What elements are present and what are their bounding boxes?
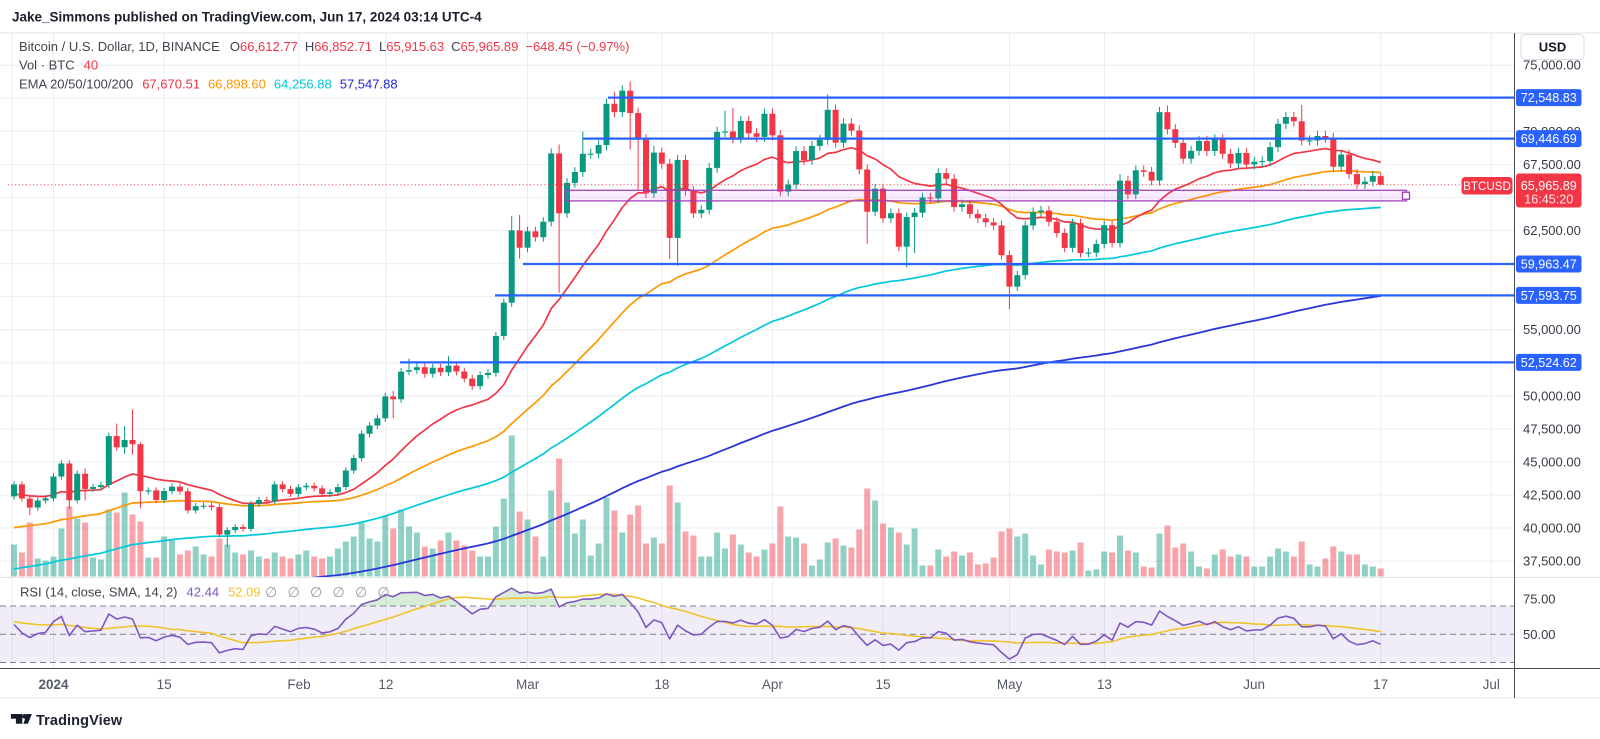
svg-text:37,500.00: 37,500.00: [1523, 554, 1581, 569]
svg-text:52,524.62: 52,524.62: [1521, 356, 1577, 370]
svg-text:Jun: Jun: [1243, 677, 1265, 692]
svg-text:Bitcoin / U.S. Dollar, 1D, BIN: Bitcoin / U.S. Dollar, 1D, BINANCE O66,61…: [19, 39, 629, 54]
svg-text:Mar: Mar: [516, 677, 540, 692]
svg-text:16:45:20: 16:45:20: [1524, 193, 1573, 207]
svg-text:∅: ∅: [378, 584, 390, 600]
svg-text:Feb: Feb: [287, 677, 310, 692]
svg-text:67,500.00: 67,500.00: [1523, 157, 1581, 172]
svg-text:USD: USD: [1539, 40, 1566, 55]
svg-text:69,446.69: 69,446.69: [1521, 132, 1577, 146]
svg-text:12: 12: [378, 677, 393, 692]
svg-text:42,500.00: 42,500.00: [1523, 488, 1581, 503]
svg-text:15: 15: [875, 677, 890, 692]
svg-text:RSI (14, close, SMA, 14, 2)42.: RSI (14, close, SMA, 14, 2) 42.44 52.09: [20, 585, 261, 600]
svg-text:Jul: Jul: [1483, 677, 1500, 692]
svg-text:15: 15: [157, 677, 172, 692]
svg-text:47,500.00: 47,500.00: [1523, 421, 1581, 436]
svg-text:55,000.00: 55,000.00: [1523, 322, 1581, 337]
svg-text:∅: ∅: [355, 584, 367, 600]
svg-text:62,500.00: 62,500.00: [1523, 223, 1581, 238]
svg-text:13: 13: [1097, 677, 1112, 692]
svg-text:59,963.47: 59,963.47: [1521, 257, 1577, 271]
svg-text:75,000.00: 75,000.00: [1523, 58, 1581, 73]
svg-text:57,593.75: 57,593.75: [1521, 289, 1577, 303]
svg-text:50.00: 50.00: [1523, 627, 1556, 642]
svg-text:45,000.00: 45,000.00: [1523, 454, 1581, 469]
svg-text:∅: ∅: [333, 584, 345, 600]
svg-text:2024: 2024: [38, 677, 69, 692]
svg-text:∅: ∅: [288, 584, 300, 600]
svg-text:Jake_Simmons published on Trad: Jake_Simmons published on TradingView.co…: [12, 10, 482, 25]
svg-text:18: 18: [654, 677, 669, 692]
svg-text:40,000.00: 40,000.00: [1523, 521, 1581, 536]
svg-text:May: May: [997, 677, 1023, 692]
svg-text:BTCUSD: BTCUSD: [1463, 180, 1511, 193]
svg-text:∅: ∅: [265, 584, 277, 600]
svg-text:∅: ∅: [310, 584, 322, 600]
svg-text:50,000.00: 50,000.00: [1523, 388, 1581, 403]
svg-text:65,965.89: 65,965.89: [1521, 179, 1577, 193]
svg-text:17: 17: [1373, 677, 1388, 692]
svg-text:Apr: Apr: [762, 677, 784, 692]
svg-text:72,548.83: 72,548.83: [1521, 91, 1577, 105]
svg-text:75.00: 75.00: [1523, 592, 1556, 607]
svg-text:TradingView: TradingView: [36, 713, 123, 729]
